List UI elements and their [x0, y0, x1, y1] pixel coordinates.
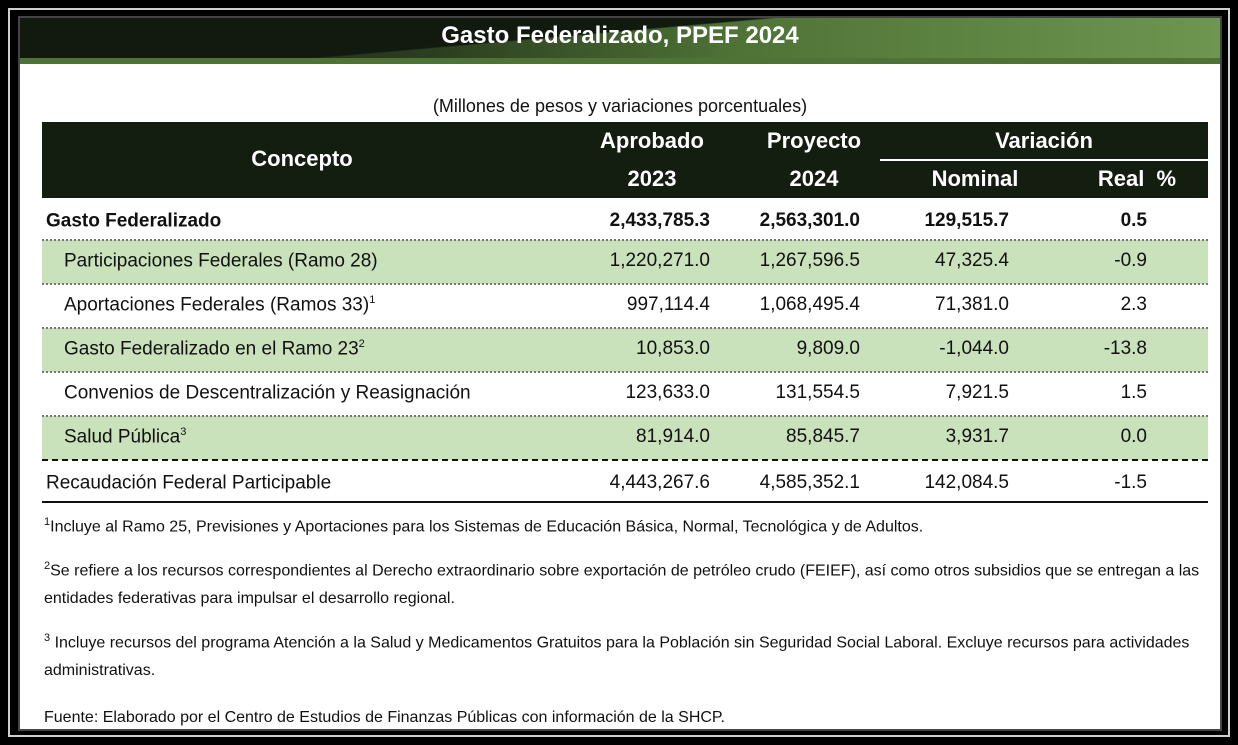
header-aprobado: Aprobado	[600, 128, 704, 153]
row-footnote-marker: 2	[358, 338, 365, 350]
header-real: Real %	[1097, 166, 1177, 191]
row-separator	[42, 371, 1208, 373]
cell-proyecto: 85,845.7	[786, 426, 860, 447]
row-label-text: Gasto Federalizado	[46, 210, 222, 232]
cell-real: 0.5	[1120, 210, 1147, 231]
header-proyecto-year: 2024	[789, 166, 839, 191]
table-row: Participaciones Federales (Ramo 28) 1,22…	[42, 240, 1208, 284]
row-separator	[42, 415, 1208, 417]
subtitle: (Millones de pesos y variaciones porcent…	[432, 96, 808, 116]
header-aprobado-year: 2023	[627, 166, 677, 191]
header-variacion: Variación	[995, 128, 1093, 153]
cell-real: -13.8	[1103, 338, 1147, 359]
row-label-text: Gasto Federalizado en el Ramo 23	[64, 338, 359, 360]
cell-nominal: 71,381.0	[935, 294, 1009, 315]
footnote-2: 2Se refiere a los recursos correspondien…	[44, 552, 1204, 613]
cell-aprobado: 1,220,271.0	[609, 250, 710, 271]
table-row: Convenios de Descentralización y Reasign…	[42, 372, 1208, 416]
row-label: Recaudación Federal Participable	[46, 472, 331, 494]
table-panel: Gasto Federalizado, PPEF 2024 (Millones …	[18, 16, 1222, 731]
table-row: Aportaciones Federales (Ramos 33)1 997,1…	[42, 284, 1208, 328]
header-concepto: Concepto	[251, 146, 353, 171]
cell-aprobado: 4,443,267.6	[609, 472, 710, 493]
row-footnote-marker: 1	[369, 294, 376, 306]
cell-real: -1.5	[1114, 472, 1147, 493]
footnote-text: Incluye al Ramo 25, Previsiones y Aporta…	[50, 518, 924, 536]
cell-nominal: 3,931.7	[945, 426, 1009, 447]
row-label: Aportaciones Federales (Ramos 33)1	[64, 294, 375, 316]
cell-proyecto: 9,809.0	[796, 338, 860, 359]
cell-proyecto: 2,563,301.0	[759, 210, 860, 231]
cell-real: 2.3	[1120, 294, 1147, 315]
table-row: Gasto Federalizado en el Ramo 232 10,853…	[42, 328, 1208, 372]
table-bottom-rule	[42, 501, 1208, 503]
footnote-marker: 2	[44, 560, 51, 572]
cell-aprobado: 81,914.0	[636, 426, 710, 447]
cell-real: -0.9	[1114, 250, 1147, 271]
cell-proyecto: 1,267,596.5	[759, 250, 860, 271]
cell-nominal: 47,325.4	[935, 250, 1009, 271]
cell-nominal: 129,515.7	[924, 210, 1009, 231]
cell-nominal: 142,084.5	[924, 472, 1009, 493]
cell-aprobado: 123,633.0	[625, 382, 710, 403]
footnote-marker: 1	[44, 516, 51, 528]
row-label: Gasto Federalizado en el Ramo 232	[64, 338, 365, 360]
cell-real: 1.5	[1120, 382, 1147, 403]
header-divider	[880, 159, 1208, 161]
table-row: Recaudación Federal Participable 4,443,2…	[42, 462, 1208, 506]
row-label-text: Recaudación Federal Participable	[46, 472, 332, 494]
cell-real: 0.0	[1120, 426, 1147, 447]
page-title: Gasto Federalizado, PPEF 2024	[441, 22, 799, 49]
dashed-separator	[42, 459, 1208, 461]
row-footnote-marker: 3	[180, 426, 187, 438]
row-separator	[42, 327, 1208, 329]
footnote-marker: 3	[44, 632, 51, 644]
cell-nominal: -1,044.0	[939, 338, 1009, 359]
cell-aprobado: 997,114.4	[626, 294, 710, 315]
cell-proyecto: 131,554.5	[775, 382, 860, 403]
row-label: Participaciones Federales (Ramo 28)	[64, 250, 378, 272]
cell-proyecto: 1,068,495.4	[759, 294, 860, 315]
row-separator	[42, 283, 1208, 285]
row-separator	[42, 239, 1208, 241]
banner-gradient	[20, 18, 1220, 58]
header-proyecto: Proyecto	[766, 128, 862, 153]
table-row: Gasto Federalizado 2,433,785.3 2,563,301…	[42, 200, 1208, 244]
row-label: Gasto Federalizado	[46, 210, 221, 232]
row-label: Convenios de Descentralización y Reasign…	[64, 382, 471, 404]
cell-proyecto: 4,585,352.1	[759, 472, 860, 493]
footnote-1: 1Incluye al Ramo 25, Previsiones y Aport…	[44, 508, 1204, 541]
row-label-text: Convenios de Descentralización y Reasign…	[64, 382, 471, 404]
cell-aprobado: 10,853.0	[636, 338, 710, 359]
title-banner: Gasto Federalizado, PPEF 2024	[20, 18, 1220, 64]
footnote-3: 3 Incluye recursos del programa Atención…	[44, 624, 1204, 685]
source-note: Fuente: Elaborado por el Centro de Estud…	[44, 709, 725, 726]
row-label-text: Participaciones Federales (Ramo 28)	[64, 250, 378, 272]
table-row: Salud Pública3 81,914.0 85,845.7 3,931.7…	[42, 416, 1208, 460]
row-label-text: Salud Pública	[64, 426, 181, 448]
cell-nominal: 7,921.5	[945, 382, 1009, 403]
cell-aprobado: 2,433,785.3	[609, 210, 710, 231]
row-label: Salud Pública3	[64, 426, 186, 448]
table-header: Concepto Aprobado 2023 Proyecto 2024 Var…	[42, 122, 1208, 198]
footnote-text: Se refiere a los recursos correspondient…	[44, 562, 1200, 608]
header-nominal: Nominal	[931, 166, 1019, 191]
footnote-text: Incluye recursos del programa Atención a…	[44, 634, 1190, 680]
row-label-text: Aportaciones Federales (Ramos 33)	[64, 294, 370, 316]
